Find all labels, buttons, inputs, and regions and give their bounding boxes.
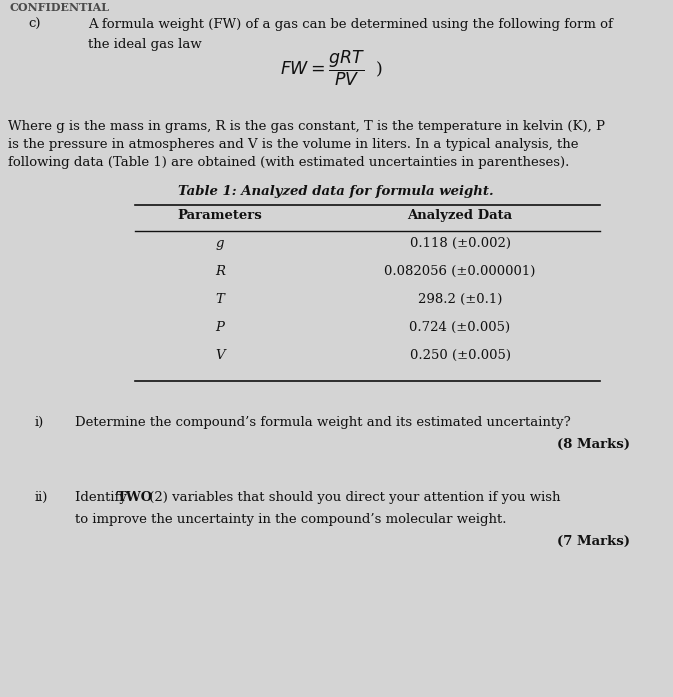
Text: A formula weight (FW) of a gas can be determined using the following form of: A formula weight (FW) of a gas can be de…: [88, 18, 613, 31]
Text: 0.250 (±0.005): 0.250 (±0.005): [409, 349, 511, 362]
Text: R: R: [215, 265, 225, 278]
Text: (2) variables that should you direct your attention if you wish: (2) variables that should you direct you…: [145, 491, 561, 504]
Text: Identify: Identify: [75, 491, 131, 504]
Text: c): c): [28, 18, 40, 31]
Text: g: g: [216, 237, 224, 250]
Text: i): i): [35, 416, 44, 429]
Text: ii): ii): [35, 491, 48, 504]
Text: Determine the compound’s formula weight and its estimated uncertainty?: Determine the compound’s formula weight …: [75, 416, 571, 429]
Text: following data (Table 1) are obtained (with estimated uncertainties in parenthes: following data (Table 1) are obtained (w…: [8, 156, 569, 169]
Text: is the pressure in atmospheres and V is the volume in liters. In a typical analy: is the pressure in atmospheres and V is …: [8, 138, 579, 151]
Text: the ideal gas law: the ideal gas law: [88, 38, 202, 51]
Text: 0.082056 (±0.000001): 0.082056 (±0.000001): [384, 265, 536, 278]
Text: V: V: [215, 349, 225, 362]
Text: Table 1: Analyzed data for formula weight.: Table 1: Analyzed data for formula weigh…: [178, 185, 494, 198]
Text: 298.2 (±0.1): 298.2 (±0.1): [418, 293, 502, 306]
Text: Where g is the mass in grams, R is the gas constant, T is the temperature in kel: Where g is the mass in grams, R is the g…: [8, 120, 605, 133]
Text: TWO: TWO: [117, 491, 153, 504]
Text: $\mathit{FW} = \dfrac{\mathit{gRT}}{\mathit{PV}}$  ): $\mathit{FW} = \dfrac{\mathit{gRT}}{\mat…: [280, 48, 383, 88]
Text: P: P: [215, 321, 224, 334]
Text: Parameters: Parameters: [178, 209, 262, 222]
Text: (8 Marks): (8 Marks): [557, 438, 630, 451]
Text: Analyzed Data: Analyzed Data: [407, 209, 513, 222]
Text: CONFIDENTIAL: CONFIDENTIAL: [10, 2, 110, 13]
Text: to improve the uncertainty in the compound’s molecular weight.: to improve the uncertainty in the compou…: [75, 513, 507, 526]
Text: T: T: [215, 293, 224, 306]
Text: (7 Marks): (7 Marks): [557, 535, 630, 548]
Text: 0.118 (±0.002): 0.118 (±0.002): [409, 237, 511, 250]
Text: 0.724 (±0.005): 0.724 (±0.005): [409, 321, 511, 334]
